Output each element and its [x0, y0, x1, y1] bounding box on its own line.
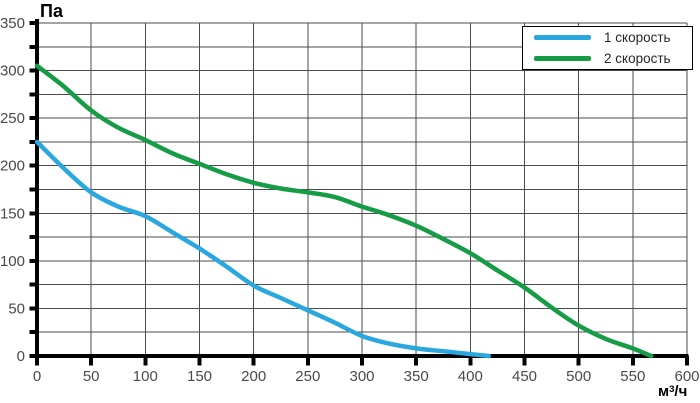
legend-line-speed-2-icon — [534, 55, 591, 61]
legend-item-speed-1: 1 скорость — [523, 28, 692, 48]
y-tick-label: 300 — [0, 63, 25, 80]
x-tick-label: 0 — [33, 368, 41, 385]
x-tick-label: 150 — [187, 368, 212, 385]
x-unit-base: м — [658, 383, 670, 400]
x-tick-label: 600 — [674, 368, 699, 385]
x-axis-title: м3/ч — [658, 383, 687, 400]
x-tick-label: 550 — [620, 368, 645, 385]
x-tick-label: 250 — [295, 368, 320, 385]
y-tick-label: 250 — [0, 110, 25, 127]
y-tick-label: 150 — [0, 205, 25, 222]
x-tick-label: 300 — [349, 368, 374, 385]
x-unit-superscript: 3 — [669, 384, 675, 395]
y-tick-label: 350 — [0, 15, 25, 32]
x-tick-label: 100 — [133, 368, 158, 385]
legend-box: 1 скорость 2 скорость — [522, 26, 693, 70]
curve-speed-2 — [34, 63, 654, 359]
y-tick-label: 50 — [8, 300, 25, 317]
x-tick-label: 400 — [458, 368, 483, 385]
y-tick-label: 0 — [17, 348, 25, 365]
legend-label-speed-2: 2 скорость — [604, 50, 671, 66]
y-axis-title: Па — [40, 1, 63, 21]
legend-line-speed-1-icon — [534, 35, 591, 41]
y-tick-label: 100 — [0, 253, 25, 270]
legend-item-speed-2: 2 скорость — [523, 48, 692, 68]
x-tick-label: 450 — [512, 368, 537, 385]
x-unit-rest: /ч — [674, 383, 688, 400]
x-tick-label: 50 — [83, 368, 100, 385]
tick-labels: 0 50 100 150 200 250 300 350 0 50 100 150 200 250 300 3… — [0, 15, 700, 385]
grid — [37, 22, 688, 356]
y-tick-label: 200 — [0, 158, 25, 175]
x-tick-label: 200 — [241, 368, 266, 385]
x-tick-label: 500 — [566, 368, 591, 385]
curve-speed-1 — [34, 139, 492, 359]
x-tick-label: 350 — [404, 368, 429, 385]
legend-label-speed-1: 1 скорость — [604, 30, 671, 46]
